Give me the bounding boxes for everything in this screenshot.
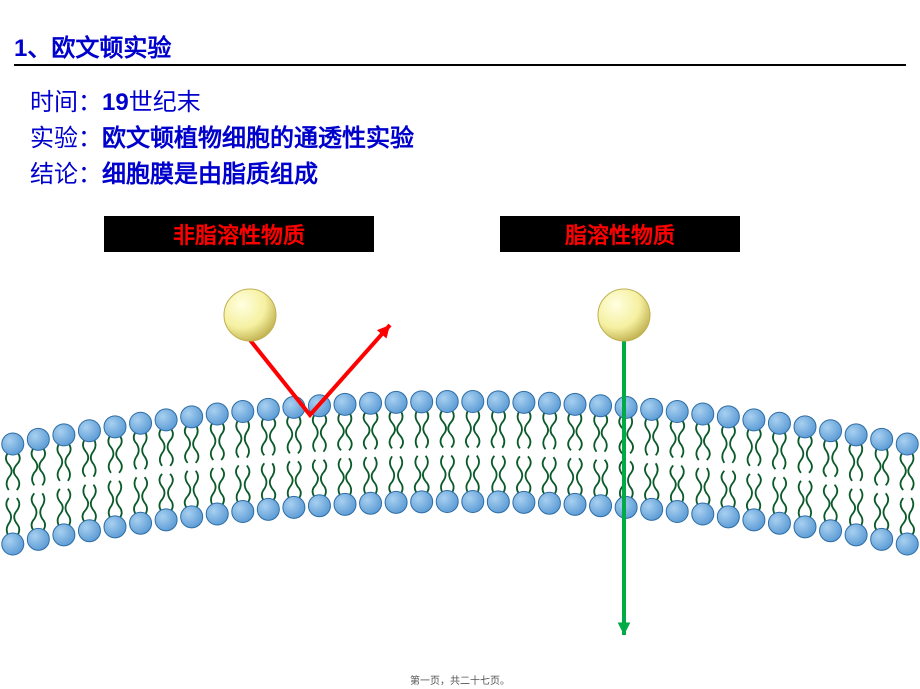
line-value: 欧文顿植物细胞的通透性实验 xyxy=(102,125,414,152)
footer-text: 第一页，共二十七页。 xyxy=(410,676,510,687)
line-suffix: 世纪末 xyxy=(129,89,201,116)
line-label: 结论： xyxy=(30,161,102,188)
title-underline xyxy=(14,64,906,66)
line-label: 实验： xyxy=(30,125,102,152)
page-title: 1、欧文顿实验 xyxy=(14,28,171,63)
title-text: 1、欧文顿实验 xyxy=(14,35,171,62)
substance-label-text: 非脂溶性物质 xyxy=(173,218,305,250)
substance-label: 脂溶性物质 xyxy=(500,216,740,252)
molecule xyxy=(598,289,650,341)
text-line: 实验：欧文顿植物细胞的通透性实验 xyxy=(30,118,414,153)
substance-label: 非脂溶性物质 xyxy=(104,216,374,252)
molecules xyxy=(224,289,650,341)
line-value: 19 xyxy=(102,89,129,116)
text-line: 结论：细胞膜是由脂质组成 xyxy=(30,154,318,189)
membrane-diagram xyxy=(0,270,920,650)
line-value: 细胞膜是由脂质组成 xyxy=(102,161,318,188)
page-footer: 第一页，共二十七页。 xyxy=(0,672,920,687)
text-line: 时间：19世纪末 xyxy=(30,82,201,117)
molecule xyxy=(224,289,276,341)
line-label: 时间： xyxy=(30,89,102,116)
lipid-bilayer xyxy=(2,391,918,556)
substance-label-text: 脂溶性物质 xyxy=(565,218,675,250)
